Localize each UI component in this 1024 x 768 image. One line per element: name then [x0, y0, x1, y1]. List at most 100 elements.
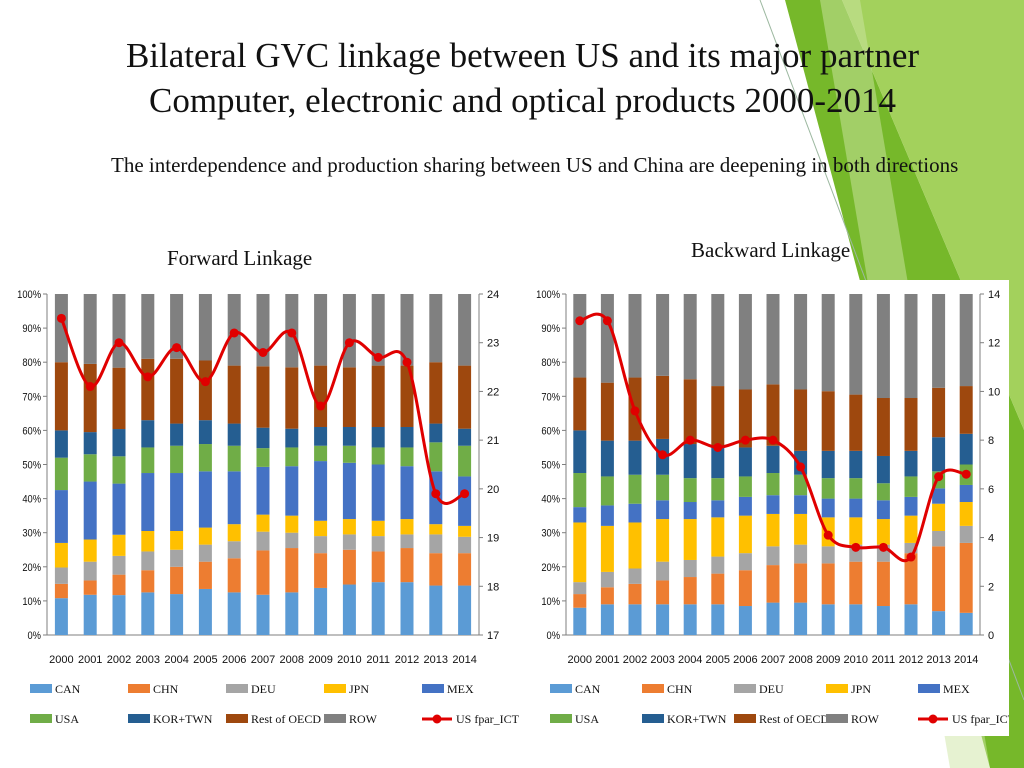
bar-segment-rest-of-oecd — [170, 358, 184, 424]
bar-segment-kor-twn — [628, 440, 642, 475]
bar-segment-usa — [314, 445, 328, 462]
legend-label: ROW — [349, 712, 378, 726]
forward-linkage-chart: 0% 10% 20% 30% 40% 50% 60% 70% 80% 90% 100% 17 18 19 2… — [14, 280, 519, 736]
x-tick-label: 2011 — [872, 654, 896, 666]
bar-segment-usa — [141, 447, 155, 474]
y-tick-label: 0% — [28, 630, 41, 642]
x-tick-label: 2009 — [816, 654, 840, 666]
slide-title-line1: Bilateral GVC linkage between US and its… — [125, 36, 920, 75]
bar-segment-mex — [141, 473, 155, 531]
bar-segment-rest-of-oecd — [932, 387, 946, 438]
bar-segment-rest-of-oecd — [766, 384, 780, 446]
legend-swatch-mex — [422, 684, 444, 693]
us-fpar-ict-point — [768, 435, 778, 445]
bar-segment-chn — [112, 574, 126, 596]
legend-label: KOR+TWN — [153, 712, 213, 726]
bar-segment-chn — [256, 550, 270, 595]
x-tick-label: 2007 — [761, 654, 785, 666]
us-fpar-ict-point — [685, 435, 695, 445]
us-fpar-ict-point — [431, 489, 441, 499]
us-fpar-ict-point — [740, 435, 750, 445]
legend-swatch-can — [550, 684, 572, 693]
bar-segment-jpn — [959, 502, 973, 526]
bar-segment-chn — [932, 546, 946, 612]
bar-segment-row — [198, 294, 212, 361]
bar-segment-chn — [227, 558, 241, 593]
legend-swatch-can — [30, 684, 52, 693]
bar-segment-row — [711, 294, 725, 387]
backward-linkage-chart: 0% 10% 20% 30% 40% 50% 60% 70% 80% 90% 100% 0 2 4 6 8 10… — [534, 280, 1009, 736]
bar-segment-jpn — [342, 519, 356, 535]
bar-segment-deu — [656, 561, 670, 581]
bar-segment-can — [959, 612, 973, 635]
bar-segment-can — [573, 607, 587, 635]
backward-chart-title: Backward Linkage — [691, 238, 851, 262]
bar-segment-jpn — [141, 530, 155, 552]
bar-segment-can — [141, 592, 155, 635]
bar-segment-deu — [573, 582, 587, 595]
bar-segment-row — [849, 294, 863, 395]
bar-segment-can — [458, 585, 472, 635]
legend-label: CAN — [55, 682, 81, 696]
legend-label: Rest of OECD — [251, 712, 321, 726]
bar-segment-usa — [227, 445, 241, 472]
bar-segment-rest-of-oecd — [794, 389, 808, 451]
bar-segment-rest-of-oecd — [54, 362, 68, 431]
y2-tick-label: 6 — [988, 484, 994, 496]
bar-segment-row — [959, 294, 973, 387]
bar-segment-can — [656, 604, 670, 635]
bar-segment-can — [371, 582, 385, 635]
us-fpar-ict-point — [229, 328, 239, 338]
us-fpar-ict-point — [823, 530, 833, 540]
us-fpar-ict-point — [200, 377, 210, 387]
legend-label: CHN — [153, 682, 179, 696]
us-fpar-ict-point — [143, 372, 153, 382]
bar-segment-rest-of-oecd — [573, 377, 587, 431]
bar-segment-kor-twn — [738, 447, 752, 477]
bar-segment-can — [83, 594, 97, 635]
bar-segment-mex — [573, 507, 587, 523]
bar-segment-deu — [738, 553, 752, 571]
bar-segment-deu — [711, 556, 725, 574]
bar-segment-mex — [54, 490, 68, 543]
us-fpar-ict-point — [402, 357, 412, 367]
x-tick-label: 2003 — [136, 654, 160, 666]
bar-segment-kor-twn — [83, 432, 97, 455]
y2-tick-label: 17 — [487, 630, 499, 642]
bar-segment-jpn — [198, 527, 212, 545]
bar-segment-can — [876, 606, 890, 635]
x-tick-label: 2011 — [366, 654, 390, 666]
bar-segment-row — [170, 294, 184, 359]
bar-segment-kor-twn — [314, 426, 328, 446]
y2-tick-label: 12 — [988, 338, 1000, 350]
legend-label: US fpar_ICT — [456, 712, 519, 726]
bar-segment-chn — [656, 580, 670, 605]
bar-segment-row — [876, 294, 890, 399]
bar-segment-can — [766, 602, 780, 635]
us-fpar-ict-point — [287, 328, 297, 338]
y2-tick-label: 4 — [988, 533, 994, 545]
x-tick-label: 2008 — [788, 654, 812, 666]
bar-segment-jpn — [794, 513, 808, 545]
x-tick-label: 2004 — [678, 654, 702, 666]
y2-tick-label: 22 — [487, 386, 499, 398]
x-tick-label: 2002 — [107, 654, 131, 666]
y-tick-label: 20% — [22, 562, 41, 574]
y2-tick-label: 10 — [988, 386, 1000, 398]
bar-segment-jpn — [683, 519, 697, 560]
us-fpar-ict-point — [56, 313, 66, 323]
bar-segment-usa — [766, 473, 780, 496]
bar-segment-rest-of-oecd — [738, 389, 752, 448]
y2-tick-label: 8 — [988, 435, 994, 447]
bar-segment-can — [285, 592, 299, 635]
legend-swatch-jpn — [324, 684, 346, 693]
bar-segment-kor-twn — [198, 420, 212, 445]
bar-segment-deu — [932, 530, 946, 547]
bar-segment-mex — [821, 498, 835, 518]
bar-segment-can — [600, 604, 614, 635]
bar-segment-chn — [600, 587, 614, 605]
bar-segment-rest-of-oecd — [400, 365, 414, 427]
legend-swatch-chn — [128, 684, 150, 693]
bar-segment-usa — [656, 474, 670, 501]
bar-segment-row — [112, 294, 126, 368]
